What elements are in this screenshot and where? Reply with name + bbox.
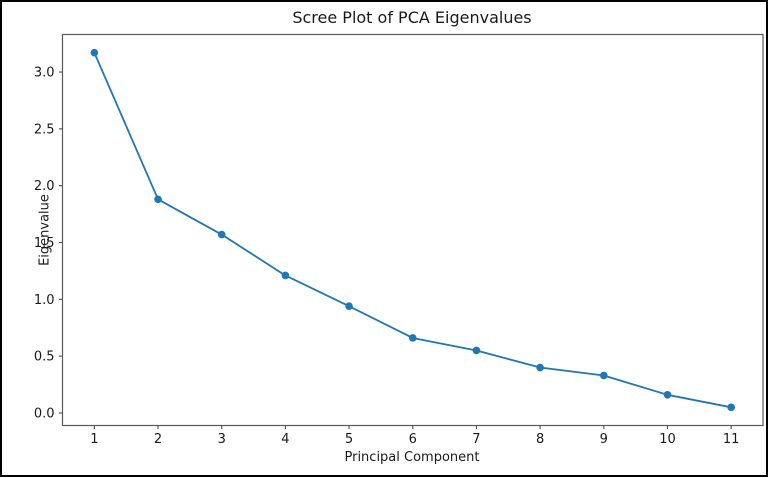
data-point-pc5: [345, 302, 353, 310]
data-point-pc1: [90, 48, 99, 57]
data-point-pc4: [281, 271, 290, 280]
chart-title: Scree Plot of PCA Eigenvalues: [292, 8, 532, 27]
data-point-pc11: [727, 403, 735, 412]
x-tick-label: 1: [90, 432, 98, 447]
eigenvalue-line: [93, 52, 732, 409]
x-tick-label: 9: [600, 432, 608, 447]
data-point-pc9: [599, 371, 608, 380]
x-tick-label: 4: [281, 432, 289, 447]
plot-area: [61, 33, 764, 427]
x-tick-label: 6: [409, 432, 417, 447]
y-tick-label: 3.0: [34, 66, 55, 81]
y-tick-label: 0.0: [34, 406, 55, 421]
data-point-pc3: [217, 230, 226, 239]
x-axis-label: Principal Component: [344, 450, 480, 465]
x-tick-label: 8: [536, 432, 544, 447]
data-point-pc2: [154, 195, 162, 204]
y-tick-label: 2.0: [34, 179, 55, 194]
x-tick-label: 10: [659, 432, 676, 447]
y-tick-label: 1.5: [34, 236, 55, 251]
data-point-pc6: [408, 334, 417, 342]
x-tick-label: 11: [723, 432, 740, 447]
x-tick-label: 3: [218, 432, 226, 447]
y-tick-label: 2.5: [34, 122, 55, 137]
y-tick-label: 0.5: [34, 350, 55, 365]
data-point-pc7: [472, 346, 481, 355]
y-tick-label: 1.0: [34, 293, 55, 308]
x-tick-label: 2: [154, 432, 162, 447]
x-tick-label: 7: [472, 432, 480, 447]
x-tick-label: 5: [345, 432, 353, 447]
data-point-pc10: [663, 391, 672, 399]
data-point-pc8: [536, 363, 544, 372]
